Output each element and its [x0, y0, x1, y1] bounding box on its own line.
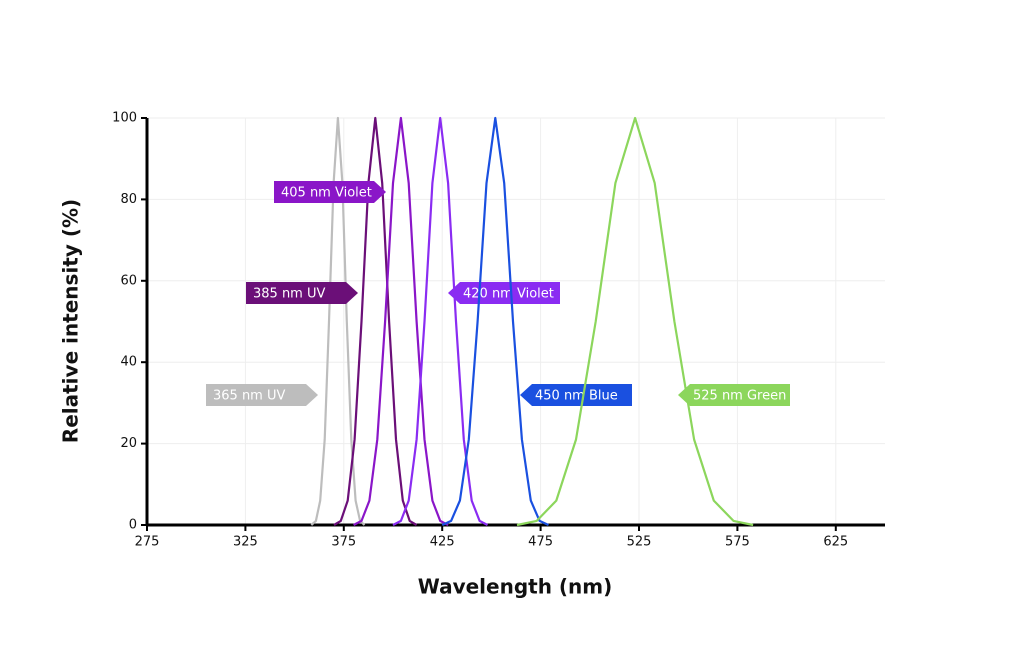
- series-line: [310, 116, 366, 526]
- legend-tag-shape: [206, 384, 318, 406]
- legend-tag: 385 nm UV: [246, 282, 358, 304]
- y-tick-label: 80: [120, 192, 137, 207]
- series-line: [441, 116, 549, 526]
- legend-label: 450 nm Blue: [535, 389, 618, 404]
- series-line: [353, 116, 449, 526]
- legend-label: 405 nm Violet: [281, 186, 372, 201]
- legend-tag: 405 nm Violet: [274, 181, 386, 203]
- x-tick-label: 475: [528, 535, 553, 550]
- x-tick-label: 625: [823, 535, 848, 550]
- legend-label: 420 nm Violet: [463, 287, 554, 302]
- y-tick-label: 40: [120, 355, 137, 370]
- x-tick-label: 575: [725, 535, 750, 550]
- y-tick-label: 100: [112, 111, 137, 126]
- legend-tag-shape: [678, 384, 790, 406]
- legend-label: 385 nm UV: [253, 287, 325, 302]
- legend-tag: 525 nm Green: [678, 384, 790, 406]
- y-axis-title: Relative intensity (%): [59, 199, 83, 443]
- legend-tag: 450 nm Blue: [520, 384, 632, 406]
- y-tick-label: 60: [120, 273, 137, 288]
- x-axis-title: Wavelength (nm): [418, 575, 613, 599]
- legend-tag-shape: [448, 282, 560, 304]
- series-line: [333, 116, 418, 526]
- series-line: [516, 116, 754, 527]
- series-line: [392, 116, 489, 526]
- x-tick-label: 375: [331, 535, 356, 550]
- x-tick-label: 275: [135, 535, 160, 550]
- y-tick-label: 0: [129, 518, 137, 533]
- legend-tag: 365 nm UV: [206, 384, 318, 406]
- legend-label: 365 nm UV: [213, 389, 285, 404]
- legend-tag: 420 nm Violet: [448, 282, 560, 304]
- legend-label: 525 nm Green: [693, 389, 786, 404]
- x-tick-label: 425: [430, 535, 455, 550]
- legend-tag-shape: [246, 282, 358, 304]
- y-tick-label: 20: [120, 436, 137, 451]
- x-tick-label: 325: [233, 535, 258, 550]
- legend-tag-shape: [520, 384, 632, 406]
- legend-tag-shape: [274, 181, 386, 203]
- x-tick-label: 525: [627, 535, 652, 550]
